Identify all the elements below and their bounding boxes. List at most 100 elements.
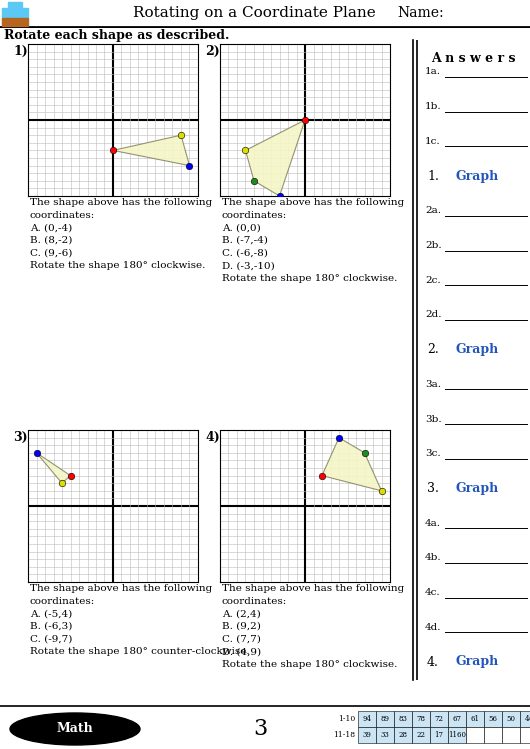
Text: Graph: Graph	[455, 655, 498, 669]
Point	[66, 470, 75, 482]
Text: 1160: 1160	[448, 731, 466, 739]
Text: 1c.: 1c.	[425, 137, 440, 146]
Point	[32, 447, 41, 459]
Bar	[394, 727, 412, 743]
Polygon shape	[37, 453, 70, 483]
Text: The shape above has the following: The shape above has the following	[222, 584, 404, 593]
Bar	[8, 2, 22, 26]
Text: 1a.: 1a.	[425, 67, 441, 76]
Text: Graph: Graph	[455, 343, 498, 356]
Text: A. (0,-4): A. (0,-4)	[30, 223, 72, 232]
Text: C. (-9,7): C. (-9,7)	[30, 634, 73, 643]
Text: 3c.: 3c.	[425, 449, 440, 458]
Text: 72: 72	[435, 715, 444, 723]
Bar	[430, 711, 448, 727]
Bar	[376, 711, 394, 727]
Text: 50: 50	[507, 715, 516, 723]
Text: 61: 61	[471, 715, 480, 723]
Text: A. (0,0): A. (0,0)	[222, 223, 261, 232]
Text: 22: 22	[417, 731, 426, 739]
Bar	[358, 727, 376, 743]
Bar	[484, 727, 502, 743]
Point	[377, 485, 386, 497]
Bar	[520, 727, 530, 743]
Text: Math: Math	[57, 723, 93, 736]
Text: The shape above has the following: The shape above has the following	[30, 198, 212, 207]
Text: Rotate each shape as described.: Rotate each shape as described.	[4, 29, 229, 43]
Point	[275, 190, 284, 202]
Point	[186, 160, 194, 172]
Text: B. (9,2): B. (9,2)	[222, 622, 261, 631]
Ellipse shape	[10, 713, 140, 745]
Text: 1b.: 1b.	[425, 102, 441, 111]
Point	[109, 145, 117, 157]
Text: 3: 3	[253, 718, 267, 740]
Text: B. (-7,-4): B. (-7,-4)	[222, 236, 268, 245]
Text: 2): 2)	[205, 44, 220, 58]
Text: Name:: Name:	[398, 6, 444, 20]
Text: 4a.: 4a.	[425, 518, 441, 528]
Text: 4.: 4.	[427, 655, 439, 669]
Text: 78: 78	[417, 715, 426, 723]
Text: 1): 1)	[13, 44, 28, 58]
Text: 83: 83	[399, 715, 408, 723]
Bar	[466, 711, 484, 727]
Text: C. (-6,-8): C. (-6,-8)	[222, 249, 268, 258]
Text: 11-18: 11-18	[333, 731, 355, 739]
Text: 33: 33	[381, 731, 390, 739]
Bar	[520, 711, 530, 727]
Point	[177, 130, 186, 142]
Text: coordinates:: coordinates:	[222, 210, 287, 219]
Text: 44: 44	[525, 715, 530, 723]
Point	[318, 470, 326, 482]
Text: 3b.: 3b.	[425, 414, 441, 423]
Point	[360, 447, 369, 459]
Bar	[358, 711, 376, 727]
Text: A n s w e r s: A n s w e r s	[431, 52, 515, 65]
Point	[241, 145, 250, 157]
Bar	[466, 727, 484, 743]
Polygon shape	[322, 437, 382, 491]
Text: C. (9,-6): C. (9,-6)	[30, 248, 73, 258]
Text: 56: 56	[489, 715, 498, 723]
Bar	[394, 711, 412, 727]
Text: Rotating on a Coordinate Plane: Rotating on a Coordinate Plane	[133, 6, 376, 20]
Point	[250, 175, 258, 187]
Text: 1-10: 1-10	[338, 715, 355, 723]
Text: 67: 67	[453, 715, 462, 723]
Bar	[502, 727, 520, 743]
Bar	[484, 711, 502, 727]
Text: C. (7,7): C. (7,7)	[222, 634, 261, 643]
Text: 94: 94	[363, 715, 372, 723]
Text: A. (2,4): A. (2,4)	[222, 609, 261, 619]
Text: 39: 39	[363, 731, 372, 739]
Text: coordinates:: coordinates:	[30, 596, 95, 606]
Text: 4b.: 4b.	[425, 554, 441, 562]
Bar	[376, 727, 394, 743]
Text: coordinates:: coordinates:	[30, 210, 95, 219]
Bar	[430, 727, 448, 743]
Text: The shape above has the following: The shape above has the following	[30, 584, 212, 593]
Text: Graph: Graph	[455, 169, 498, 183]
Text: 2c.: 2c.	[425, 276, 440, 285]
Text: 17: 17	[435, 731, 444, 739]
Point	[301, 114, 309, 126]
Polygon shape	[113, 136, 190, 166]
Text: 3.: 3.	[427, 482, 439, 495]
Text: 3a.: 3a.	[425, 380, 441, 389]
Point	[58, 477, 66, 489]
Polygon shape	[245, 120, 305, 196]
Text: 4d.: 4d.	[425, 623, 441, 632]
Point	[335, 431, 343, 443]
Text: 89: 89	[381, 715, 390, 723]
Text: 2b.: 2b.	[425, 241, 441, 250]
Text: The shape above has the following: The shape above has the following	[222, 198, 404, 207]
Text: 1.: 1.	[427, 169, 439, 183]
Text: 2a.: 2a.	[425, 206, 441, 215]
Text: Rotate the shape 180° clockwise.: Rotate the shape 180° clockwise.	[222, 274, 398, 283]
Bar	[448, 727, 466, 743]
Text: 3): 3)	[13, 431, 28, 443]
Text: A. (-5,4): A. (-5,4)	[30, 609, 72, 618]
Bar	[2, 18, 28, 26]
Text: Graph: Graph	[455, 482, 498, 495]
